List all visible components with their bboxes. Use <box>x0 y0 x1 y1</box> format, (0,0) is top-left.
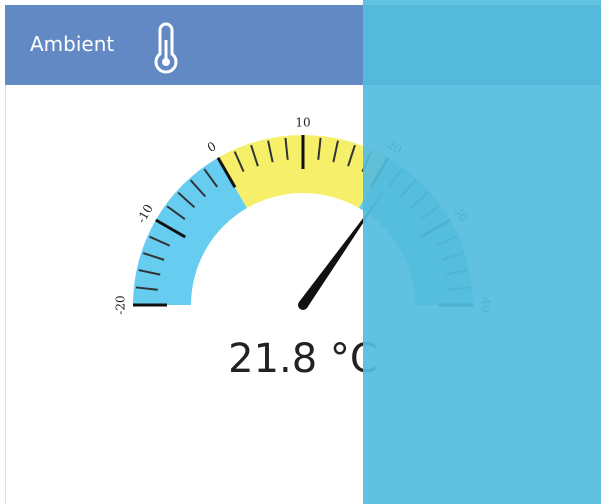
minor-tick <box>177 191 196 209</box>
minor-tick <box>149 235 171 247</box>
minor-tick <box>317 137 322 160</box>
minor-tick <box>189 179 207 198</box>
major-tick <box>155 218 186 239</box>
minor-tick <box>135 286 158 291</box>
overlay-panel <box>363 0 601 504</box>
gauge-readout: 21.8 °C <box>228 336 378 382</box>
minor-tick <box>233 151 245 173</box>
minor-tick <box>347 144 356 167</box>
gauge-band <box>133 157 247 305</box>
minor-tick <box>203 168 218 188</box>
minor-tick <box>284 137 289 160</box>
minor-tick <box>267 140 274 163</box>
thermometer-icon <box>154 22 178 74</box>
needle-hub <box>298 300 308 310</box>
minor-tick <box>142 252 165 261</box>
gauge-value: 21.8 <box>228 336 317 382</box>
minor-tick <box>166 205 186 220</box>
major-tick <box>216 157 237 188</box>
gauge-band <box>218 135 388 209</box>
minor-tick <box>250 144 259 167</box>
card-title: Ambient <box>30 32 114 56</box>
tick-label: -20 <box>114 295 128 314</box>
minor-tick <box>332 140 339 163</box>
tick-label: 10 <box>295 116 310 130</box>
minor-tick <box>138 269 161 276</box>
